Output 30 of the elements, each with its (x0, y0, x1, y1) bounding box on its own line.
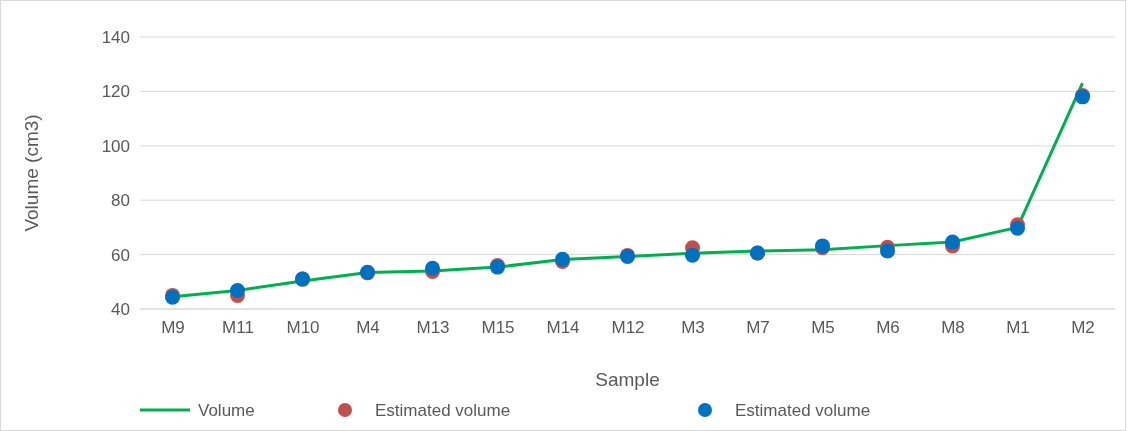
legend-label: Estimated volume (735, 401, 871, 420)
y-axis-title: Volume (cm3) (21, 114, 42, 232)
x-tick-label: M12 (611, 318, 645, 338)
y-tick-label: 80 (111, 191, 130, 211)
x-tick-label: M5 (811, 318, 835, 338)
y-tick-label: 140 (101, 27, 130, 47)
x-tick-label: M11 (222, 318, 254, 338)
x-tick-label: M7 (746, 318, 770, 338)
legend-label: Estimated volume (375, 401, 511, 420)
x-tick-label: M13 (416, 318, 450, 338)
x-tick-label: M1 (1006, 318, 1030, 338)
point (230, 283, 245, 298)
y-tick-label: 100 (101, 136, 130, 156)
x-tick-label: M14 (546, 318, 580, 338)
x-tick-label: M9 (161, 318, 185, 338)
x-tick-label: M6 (876, 318, 900, 338)
x-tick-label: M8 (941, 318, 965, 338)
point (685, 247, 700, 263)
x-tick-label: M10 (286, 318, 320, 338)
point (880, 243, 895, 259)
x-tick-label: M15 (481, 318, 515, 338)
x-tick-label: M3 (681, 318, 705, 338)
y-tick-label: 40 (111, 299, 130, 319)
point (945, 234, 960, 250)
legend-label: Volume (198, 401, 255, 420)
x-tick-label: M4 (356, 318, 380, 338)
y-tick-label: 60 (111, 245, 130, 265)
x-axis-title: Sample (595, 369, 660, 390)
y-tick-label: 120 (101, 82, 130, 102)
x-tick-label: M2 (1071, 318, 1095, 338)
